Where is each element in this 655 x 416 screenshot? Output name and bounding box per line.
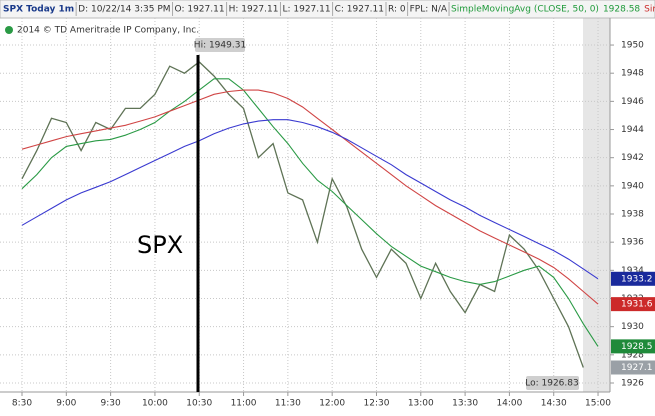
- price-tag: [611, 271, 655, 286]
- price-tag-label: 1931.6: [621, 300, 653, 310]
- copyright: 2014 © TD Ameritrade IP Company, Inc.: [17, 26, 199, 36]
- header: SPX Today 1m D: 10/22/14 3:35 PM O: 1927.1…: [3, 2, 655, 16]
- status-icon: [5, 26, 13, 34]
- y-tick-label: 1944: [621, 125, 644, 135]
- header-item: 1928.58: [603, 5, 640, 15]
- header-bar: [0, 0, 655, 19]
- y-tick-label: 1940: [621, 181, 644, 191]
- moving-average-line: [21, 119, 599, 280]
- y-tick-label: 1950: [621, 41, 644, 51]
- x-tick-label: 12:00: [319, 399, 345, 409]
- price-tag-label: 1933.2: [621, 274, 653, 284]
- price-line: [21, 61, 584, 368]
- hi-label: Hi: 1949.31: [194, 41, 246, 51]
- header-item: Simple: [644, 5, 655, 15]
- x-tick-label: 13:00: [408, 399, 434, 409]
- y-tick-label: 1942: [621, 153, 644, 163]
- y-tick-label: 1936: [621, 238, 644, 248]
- price-tag-label: 1928.5: [621, 342, 653, 352]
- header-item: O: 1927.11: [175, 5, 225, 15]
- x-tick-label: 10:00: [142, 399, 168, 409]
- x-tick-label: 8:30: [12, 399, 32, 409]
- symbol-label: SPX: [137, 231, 183, 259]
- x-tick-label: 14:30: [541, 399, 567, 409]
- x-tick-label: 13:30: [452, 399, 478, 409]
- moving-average-line: [21, 78, 599, 347]
- header-item: SimpleMovingAvg (CLOSE, 50, 0): [451, 5, 599, 15]
- y-tick-label: 1930: [621, 322, 644, 332]
- x-tick-label: 9:00: [56, 399, 76, 409]
- header-item: FPL: N/A: [410, 5, 448, 15]
- y-tick-label: 1928: [621, 350, 644, 360]
- y-tick-label: 1938: [621, 210, 644, 220]
- y-tick-label: 1946: [621, 97, 644, 107]
- y-tick-label: 1934: [621, 266, 644, 276]
- hi-box: [195, 38, 245, 52]
- y-tick-label: 1926: [621, 378, 644, 388]
- header-item: H: 1927.11: [229, 5, 279, 15]
- y-tick-label: 1948: [621, 69, 644, 79]
- x-tick-label: 15:00: [585, 399, 611, 409]
- x-tick-label: 14:00: [496, 399, 522, 409]
- header-item: SPX Today 1m: [3, 5, 74, 15]
- x-tick-label: 12:30: [364, 399, 390, 409]
- price-tag: [611, 339, 655, 354]
- header-item: C: 1927.11: [335, 5, 384, 15]
- after-hours-shade: [583, 18, 610, 392]
- lo-label: Lo: 1926.83: [525, 379, 578, 389]
- moving-average-line: [21, 89, 599, 305]
- lo-box: [526, 376, 579, 390]
- header-item: R: 0: [388, 5, 406, 15]
- price-tag: [611, 297, 655, 312]
- price-tag: [611, 360, 655, 375]
- x-tick-label: 9:30: [101, 399, 121, 409]
- x-tick-label: 11:00: [231, 399, 257, 409]
- plot: [21, 61, 599, 368]
- header-item: D: 10/22/14 3:35 PM: [78, 5, 170, 15]
- grid: 1926192819301932193419361938194019421944…: [0, 18, 644, 409]
- price-tag-label: 1927.1: [621, 363, 653, 373]
- header-item: L: 1927.11: [282, 5, 330, 15]
- x-tick-label: 11:30: [275, 399, 301, 409]
- x-tick-label: 10:30: [186, 399, 212, 409]
